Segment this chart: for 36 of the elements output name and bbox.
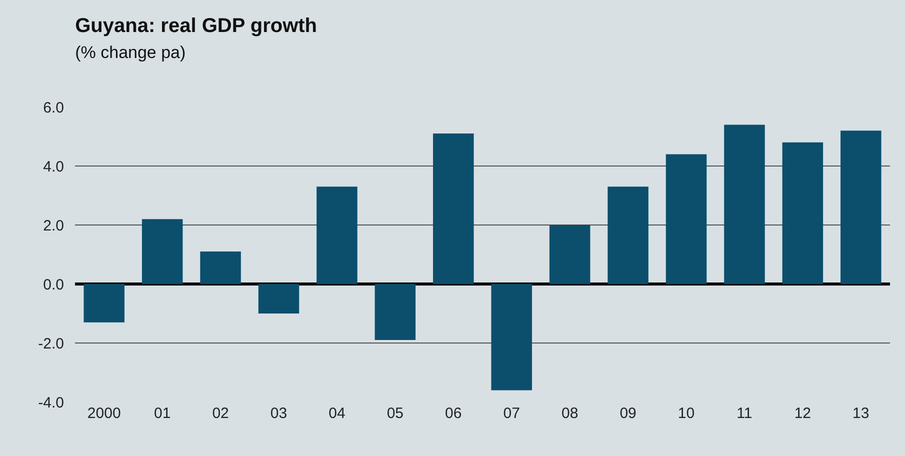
- bar: [316, 186, 358, 284]
- y-tick-label: 6.0: [43, 99, 64, 116]
- x-tick-label: 04: [328, 405, 346, 422]
- bar: [549, 225, 590, 284]
- y-tick-label: 4.0: [43, 158, 64, 176]
- x-tick-label: 08: [561, 405, 578, 422]
- x-tick-label: 07: [503, 405, 520, 422]
- bar: [142, 219, 183, 284]
- y-tick-label: -4.0: [38, 394, 64, 412]
- chart-title: Guyana: real GDP growth: [75, 14, 318, 37]
- bar: [84, 284, 124, 322]
- bar: [724, 124, 765, 284]
- x-tick-label: 05: [386, 405, 404, 422]
- x-tick-label: 03: [270, 405, 288, 422]
- bar: [491, 284, 532, 390]
- x-tick-label: 10: [678, 405, 695, 422]
- x-tick-label: 2000: [87, 405, 121, 422]
- x-tick-label: 01: [154, 405, 171, 422]
- x-tick-label: 06: [445, 405, 462, 422]
- bar: [608, 186, 648, 284]
- x-tick-label: 13: [852, 405, 870, 422]
- bar: [666, 154, 707, 284]
- x-tick-label: 12: [794, 405, 812, 422]
- bar: [374, 284, 416, 340]
- y-tick-label: -2.0: [38, 335, 64, 352]
- bar: [433, 134, 474, 284]
- bar: [840, 130, 882, 284]
- chart-subtitle: (% change pa): [75, 42, 186, 62]
- y-tick-label: 2.0: [43, 217, 64, 234]
- bar: [200, 252, 241, 284]
- bar: [258, 284, 300, 314]
- bar: [782, 142, 824, 284]
- x-tick-label: 09: [620, 405, 636, 422]
- y-tick-label: 0.0: [43, 276, 64, 294]
- x-tick-label: 11: [736, 405, 752, 422]
- x-tick-label: 02: [212, 405, 229, 422]
